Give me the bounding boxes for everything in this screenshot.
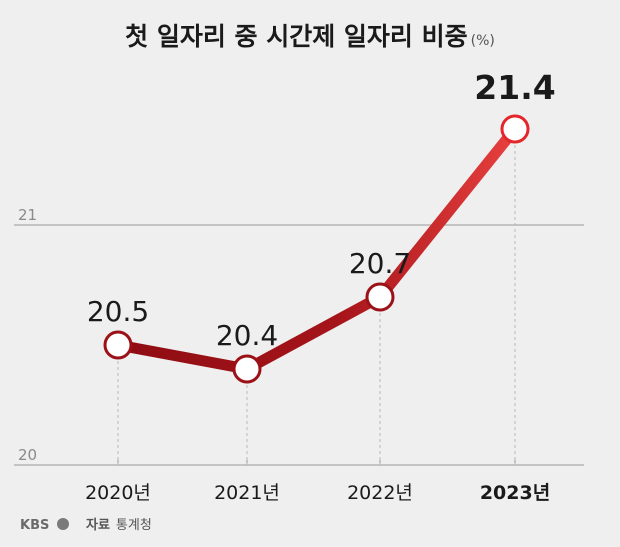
grid — [14, 145, 584, 466]
chart-title: 첫 일자리 중 시간제 일자리 비중 (%) — [125, 22, 495, 51]
series-path — [112, 123, 521, 375]
data-point — [500, 114, 530, 144]
data-labels: 20.5 20.4 20.7 21.4 — [87, 68, 556, 352]
chart-title-line: 첫 일자리 중 시간제 일자리 비중 (%) — [125, 22, 495, 51]
data-label: 21.4 — [474, 68, 555, 107]
data-label: 20.5 — [87, 295, 149, 328]
kbs-logo: KBS — [20, 518, 49, 533]
data-point — [103, 330, 133, 360]
chart-title-unit: (%) — [471, 33, 495, 49]
source-label: 자료 — [86, 518, 110, 533]
y-tick-label: 20 — [18, 446, 37, 464]
x-tick-label: 2022년 — [347, 482, 413, 504]
x-axis-ticks: 2020년 2021년 2022년 2023년 — [85, 482, 550, 504]
x-tick-label: 2023년 — [480, 482, 550, 504]
source-org: 통계청 — [116, 518, 152, 533]
x-tick-label: 2020년 — [85, 482, 151, 504]
series-line — [112, 123, 521, 375]
data-point — [365, 282, 395, 312]
kbs-logo-icon — [57, 518, 69, 530]
series-markers — [103, 114, 530, 384]
x-tick-label: 2021년 — [214, 482, 280, 504]
data-label: 20.4 — [216, 319, 278, 352]
source-line: 자료 통계청 — [86, 518, 152, 533]
source-note: KBS 자료 통계청 — [20, 518, 152, 533]
chart-title-text: 첫 일자리 중 시간제 일자리 비중 — [125, 22, 468, 51]
y-axis-ticks: 2021 — [18, 206, 37, 464]
y-tick-label: 21 — [18, 206, 37, 224]
data-label: 20.7 — [349, 247, 411, 280]
data-point — [232, 354, 262, 384]
